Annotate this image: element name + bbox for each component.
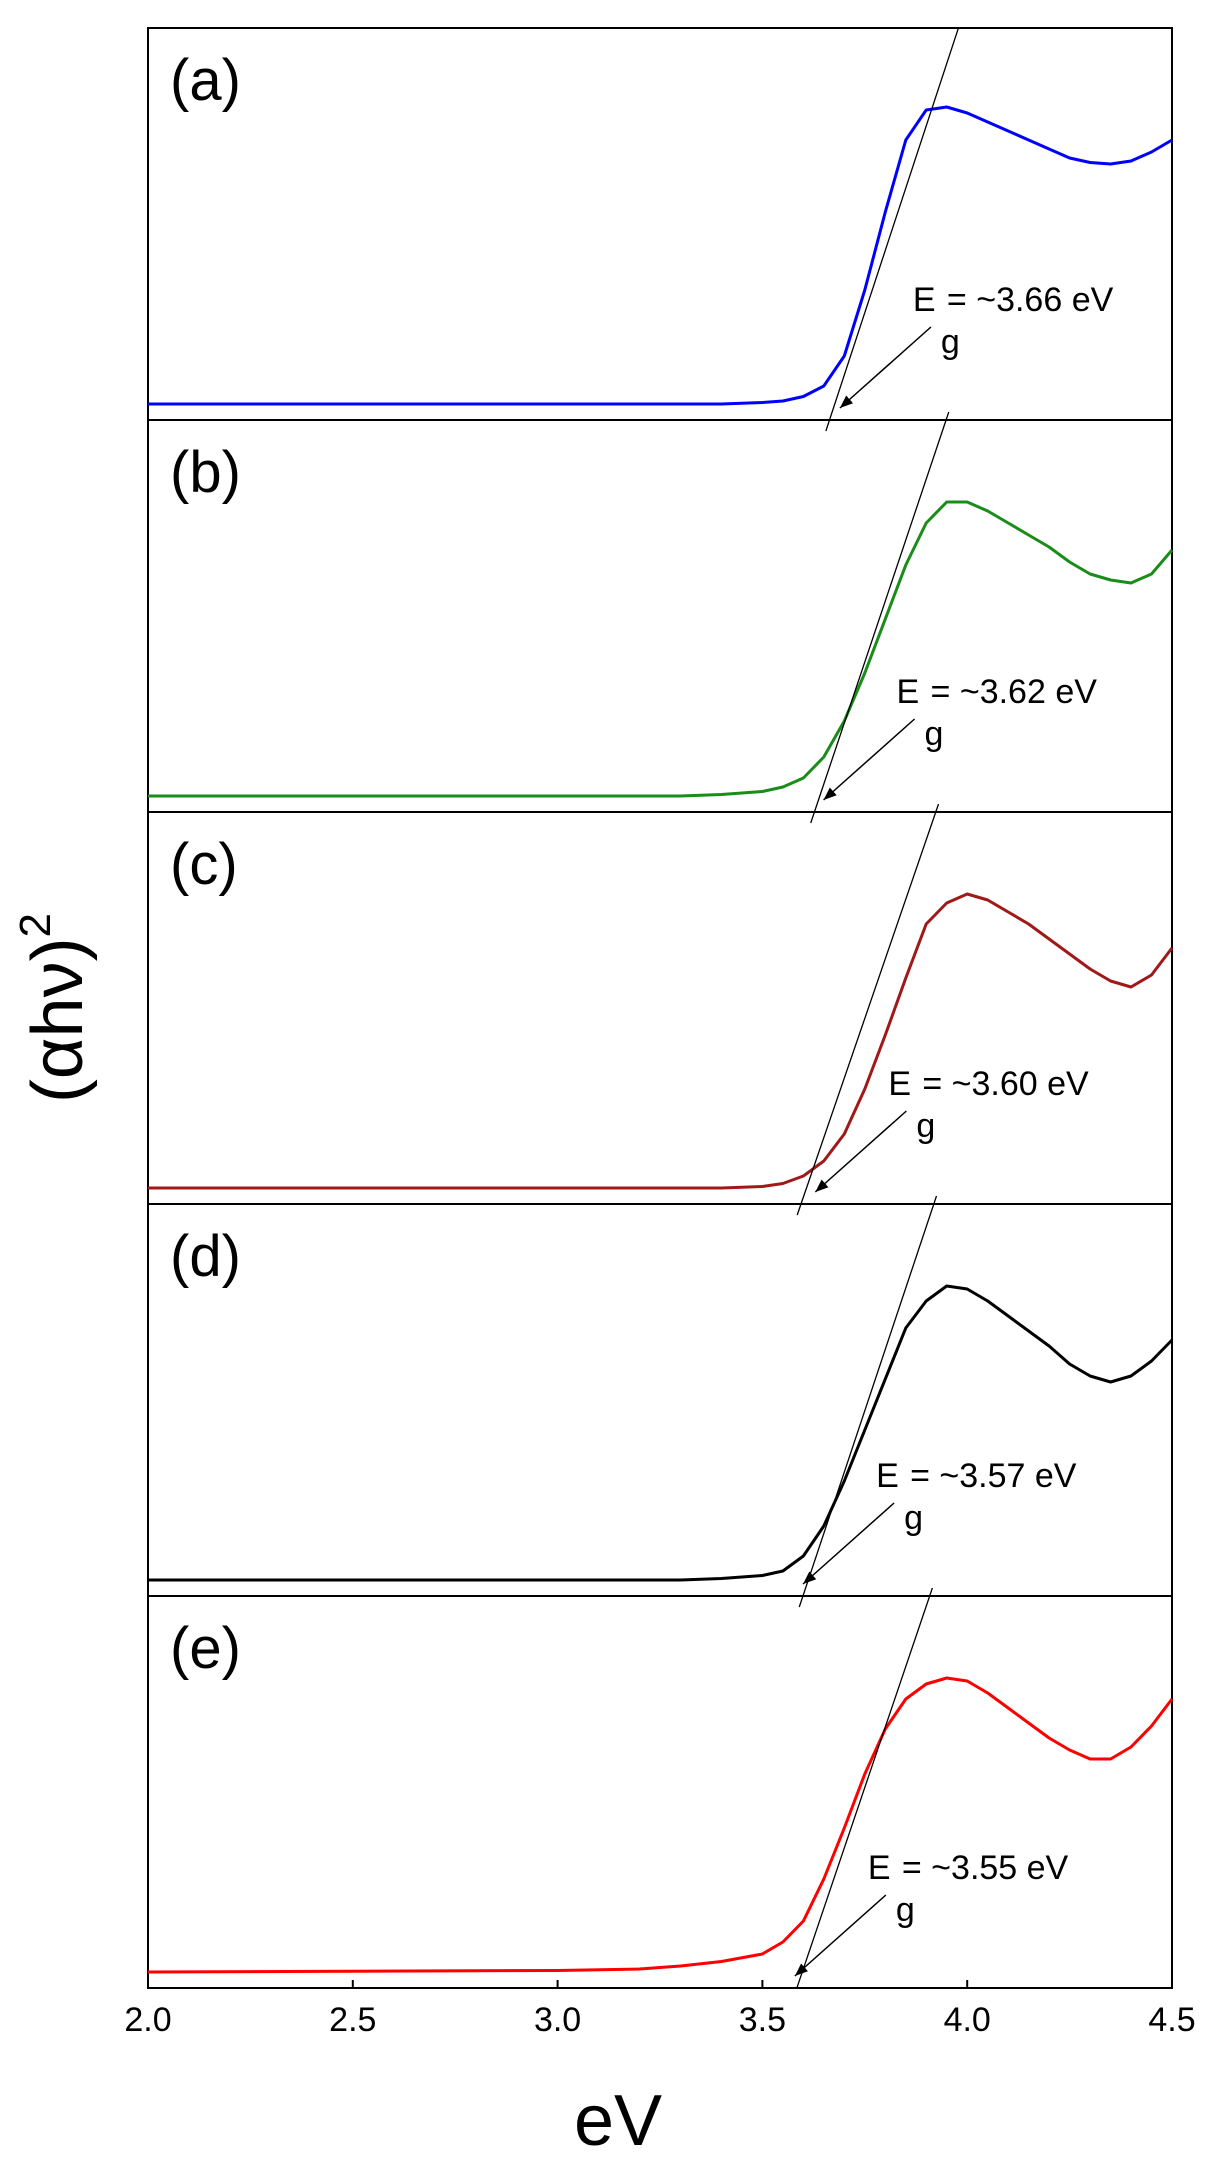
panel-a: (a) E = ~3.66 eV g — [147, 27, 1173, 432]
panel-frame — [147, 27, 1173, 421]
y-axis-title-exponent: 2 — [11, 913, 60, 937]
bandgap-label-prefix: E — [876, 1457, 899, 1495]
bandgap-value: = ~3.66 eV — [947, 281, 1114, 319]
panel-c: (c) E = ~3.60 eV g — [147, 803, 1174, 1216]
x-tick-label: 2.0 — [124, 2001, 171, 2039]
bandgap-label-prefix: E — [913, 281, 936, 319]
bandgap-arrow — [794, 1894, 887, 1977]
x-tick-label: 2.5 — [329, 2001, 376, 2039]
tangent-line — [796, 803, 940, 1216]
bandgap-arrow — [839, 326, 932, 409]
bandgap-value: = ~3.62 eV — [931, 673, 1098, 711]
bandgap-label-prefix: E — [888, 1065, 911, 1103]
tangent-line — [796, 1587, 933, 1988]
panel-frame — [147, 1595, 1173, 1989]
bandgap-arrow — [814, 1110, 907, 1193]
bandgap-value: = ~3.57 eV — [910, 1457, 1077, 1495]
x-tick-label: 4.0 — [944, 2001, 991, 2039]
panel-label: (b) — [170, 440, 241, 505]
panel-frame — [147, 1203, 1173, 1597]
panel-label: (c) — [170, 832, 238, 897]
tangent-line — [825, 28, 960, 432]
bandgap-label-subscript: g — [896, 1891, 915, 1929]
bandgap-label-prefix: E — [897, 673, 920, 711]
bandgap-label-subscript: g — [916, 1107, 935, 1145]
panel-label: (e) — [170, 1616, 241, 1681]
bandgap-arrow — [802, 1502, 895, 1585]
absorption-curve — [148, 1284, 1174, 1582]
bandgap-label-prefix: E — [868, 1849, 891, 1887]
y-axis-title: (αhν)2 — [11, 913, 98, 1103]
x-tick-label: 4.5 — [1148, 2001, 1195, 2039]
panel-d: (d) E = ~3.57 eV g — [147, 1195, 1174, 1608]
y-axis-title-base: (αhν) — [18, 937, 98, 1103]
absorption-curve — [147, 1676, 1174, 1974]
x-axis-title: eV — [574, 2081, 662, 2161]
panel-label: (a) — [170, 48, 241, 113]
bandgap-value: = ~3.60 eV — [922, 1065, 1089, 1103]
panel-label: (d) — [170, 1224, 241, 1289]
panel-frame — [147, 419, 1173, 813]
bandgap-label-subscript: g — [941, 323, 960, 361]
tangent-line — [798, 1195, 938, 1608]
panel-b: (b) E = ~3.62 eV g — [147, 411, 1174, 824]
bandgap-label-subscript: g — [904, 1499, 923, 1537]
absorption-curve — [148, 500, 1174, 798]
bandgap-value: = ~3.55 eV — [902, 1849, 1069, 1887]
absorption-curve — [148, 105, 1173, 406]
panel-frame — [147, 811, 1173, 1205]
bandgap-label-subscript: g — [925, 715, 944, 753]
absorption-curve — [148, 892, 1174, 1190]
x-tick-label: 3.5 — [739, 2001, 786, 2039]
x-tick-label: 3.0 — [534, 2001, 581, 2039]
bandgap-arrow — [823, 718, 916, 801]
panel-e: (e) E = ~3.55 eV g — [147, 1587, 1174, 1989]
tangent-line — [810, 411, 950, 824]
